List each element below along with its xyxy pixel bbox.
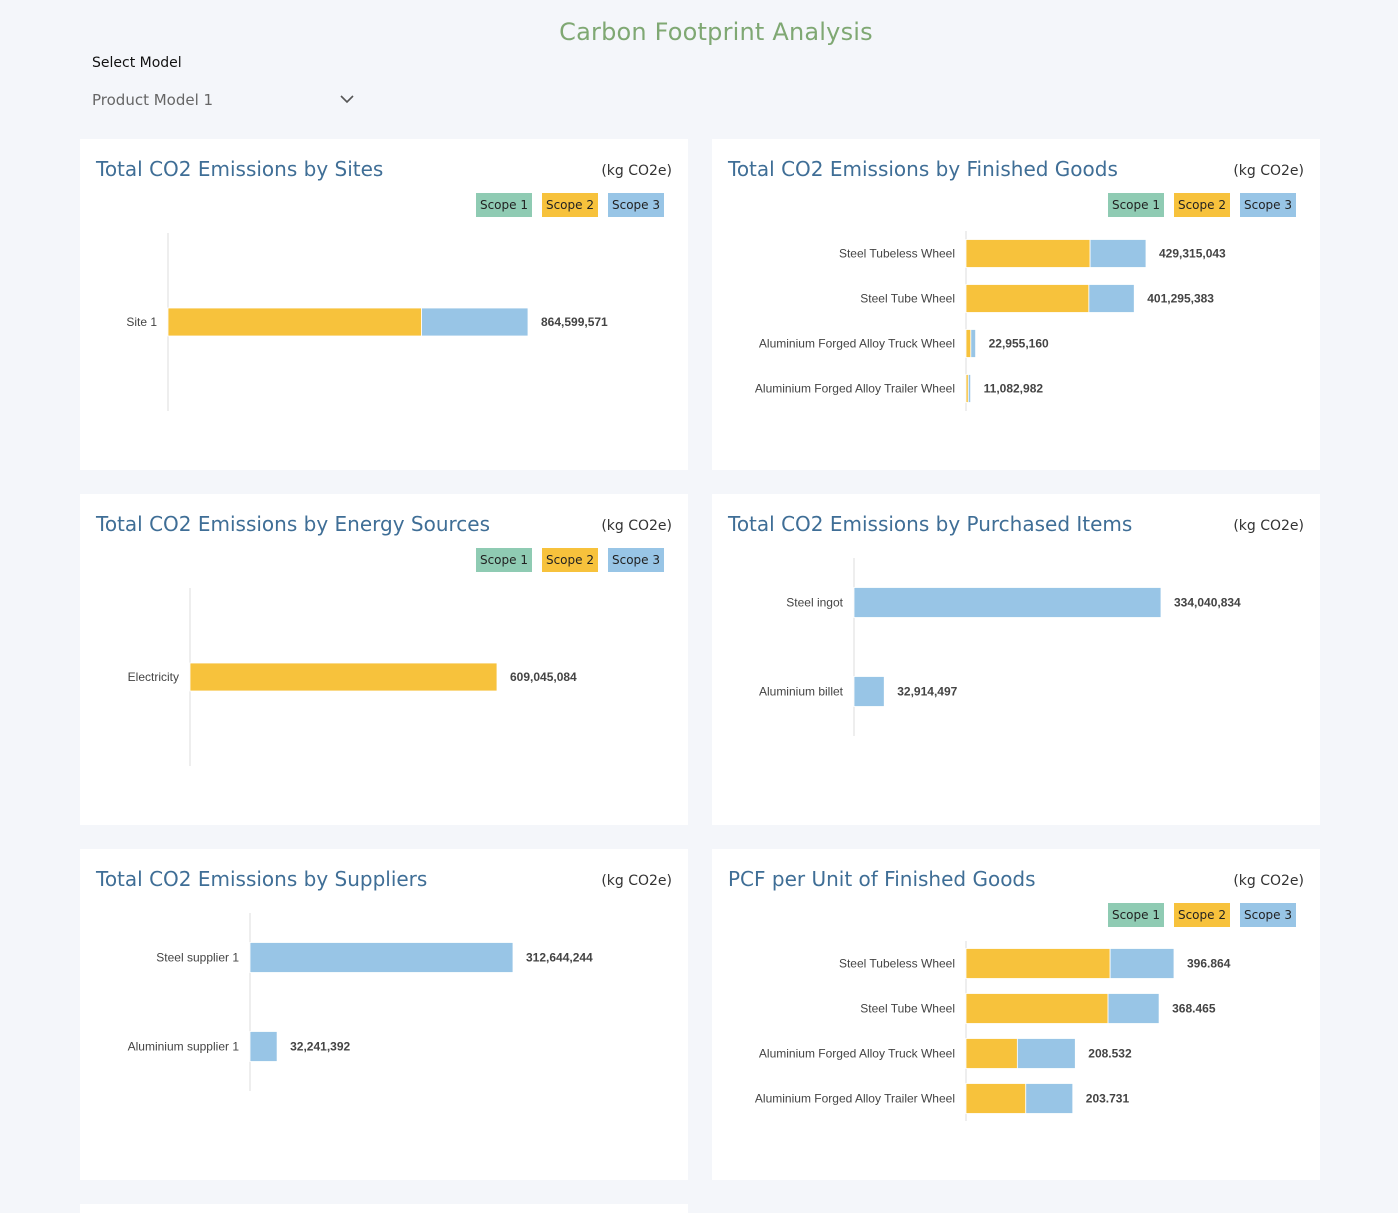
chart-card-pcf-per-unit: PCF per Unit of Finished Goods (kg CO2e)…: [712, 849, 1320, 1180]
chart-legend: Scope 1 Scope 2 Scope 3: [475, 548, 664, 572]
bar-segment-scope-3[interactable]: [853, 587, 1162, 618]
bar-segment-scope-3[interactable]: [1109, 948, 1175, 979]
data-label: 396.864: [1187, 957, 1231, 971]
legend-scope-2[interactable]: Scope 2: [541, 548, 598, 572]
data-label: 32,914,497: [897, 685, 957, 699]
bar-segment-scope-3[interactable]: [249, 1031, 278, 1062]
bar-segment-scope-2[interactable]: [965, 284, 1090, 313]
chart-card-partial: [80, 1204, 688, 1213]
chart-title: PCF per Unit of Finished Goods: [728, 867, 1036, 891]
category-label: Steel supplier 1: [156, 951, 239, 965]
bar-segment-scope-3[interactable]: [970, 329, 977, 358]
data-label: 368.465: [1172, 1002, 1216, 1016]
chart-unit: (kg CO2e): [601, 518, 672, 534]
bar-segment-scope-2[interactable]: [189, 662, 498, 692]
category-label: Aluminium Forged Alloy Trailer Wheel: [755, 382, 955, 396]
data-label: 401,295,383: [1147, 292, 1214, 306]
page-title: Carbon Footprint Analysis: [559, 18, 873, 46]
chart-unit: (kg CO2e): [1233, 518, 1304, 534]
chart-unit: (kg CO2e): [1233, 873, 1304, 889]
category-label: Steel Tubeless Wheel: [839, 247, 955, 261]
chart-legend: Scope 1 Scope 2 Scope 3: [1107, 903, 1296, 927]
select-model-label: Select Model: [92, 55, 182, 71]
data-label: 32,241,392: [290, 1040, 350, 1054]
chart-card-purchased-items: Total CO2 Emissions by Purchased Items (…: [712, 494, 1320, 825]
model-select-value: Product Model 1: [92, 91, 214, 109]
legend-scope-2[interactable]: Scope 2: [1173, 193, 1230, 217]
bar-segment-scope-2[interactable]: [965, 329, 972, 358]
category-label: Electricity: [128, 670, 179, 684]
category-label: Steel Tube Wheel: [860, 1002, 955, 1016]
chart-card-sites: Total CO2 Emissions by Sites (kg CO2e) S…: [80, 139, 688, 470]
data-label: 312,644,244: [526, 951, 593, 965]
data-label: 11,082,982: [984, 382, 1044, 396]
bar-segment-scope-3[interactable]: [1016, 1038, 1076, 1069]
legend-scope-2[interactable]: Scope 2: [541, 193, 598, 217]
chart-title: Total CO2 Emissions by Energy Sources: [96, 512, 490, 536]
bar-chart-energy-sources: Electricity 609,045,084: [128, 588, 577, 766]
data-label: 864,599,571: [541, 315, 608, 329]
bar-segment-scope-2[interactable]: [965, 948, 1111, 979]
bar-segment-scope-3[interactable]: [421, 307, 529, 337]
chart-title: Total CO2 Emissions by Purchased Items: [728, 512, 1133, 536]
bar-segment-scope-2[interactable]: [965, 993, 1109, 1024]
chart-title: Total CO2 Emissions by Finished Goods: [728, 157, 1118, 181]
chart-unit: (kg CO2e): [601, 873, 672, 889]
category-label: Aluminium Forged Alloy Trailer Wheel: [755, 1092, 955, 1106]
chart-card-finished-goods: Total CO2 Emissions by Finished Goods (k…: [712, 139, 1320, 470]
bar-segment-scope-3[interactable]: [1107, 993, 1160, 1024]
chart-unit: (kg CO2e): [1233, 163, 1304, 179]
bar-segment-scope-2[interactable]: [167, 307, 422, 337]
data-label: 609,045,084: [510, 670, 577, 684]
data-label: 208.532: [1088, 1047, 1132, 1061]
chart-unit: (kg CO2e): [601, 163, 672, 179]
chevron-down-icon: [340, 95, 354, 104]
bar-segment-scope-2[interactable]: [965, 1038, 1018, 1069]
bar-segment-scope-3[interactable]: [249, 942, 514, 973]
legend-scope-3[interactable]: Scope 3: [1239, 903, 1296, 927]
legend-scope-3[interactable]: Scope 3: [1239, 193, 1296, 217]
category-label: Steel Tube Wheel: [860, 292, 955, 306]
data-label: 203.731: [1086, 1092, 1130, 1106]
category-label: Aluminium Forged Alloy Truck Wheel: [759, 1047, 955, 1061]
legend-scope-1[interactable]: Scope 1: [475, 193, 532, 217]
category-label: Site 1: [126, 315, 157, 329]
bar-chart-sites: Site 1 864,599,571: [126, 233, 608, 411]
bar-segment-scope-2[interactable]: [965, 1083, 1027, 1114]
bar-chart-pcf-per-unit: Steel Tubeless Wheel 396.864 Steel Tube Wh…: [755, 941, 1231, 1121]
bar-segment-scope-2[interactable]: [965, 239, 1091, 268]
model-select-dropdown[interactable]: Product Model 1: [92, 86, 358, 114]
data-label: 429,315,043: [1159, 247, 1226, 261]
chart-card-energy-sources: Total CO2 Emissions by Energy Sources (k…: [80, 494, 688, 825]
category-label: Steel Tubeless Wheel: [839, 957, 955, 971]
legend-scope-3[interactable]: Scope 3: [607, 193, 664, 217]
legend-scope-2[interactable]: Scope 2: [1173, 903, 1230, 927]
category-label: Aluminium billet: [759, 685, 844, 699]
legend-scope-1[interactable]: Scope 1: [1107, 903, 1164, 927]
legend-scope-1[interactable]: Scope 1: [1107, 193, 1164, 217]
chart-legend: Scope 1 Scope 2 Scope 3: [1107, 193, 1296, 217]
data-label: 334,040,834: [1174, 596, 1241, 610]
category-label: Aluminium Forged Alloy Truck Wheel: [759, 337, 955, 351]
bar-segment-scope-3[interactable]: [853, 676, 885, 707]
chart-legend: Scope 1 Scope 2 Scope 3: [475, 193, 664, 217]
chart-title: Total CO2 Emissions by Suppliers: [96, 867, 428, 891]
bar-segment-scope-3[interactable]: [1025, 1083, 1074, 1114]
bar-segment-scope-3[interactable]: [967, 374, 972, 403]
legend-scope-3[interactable]: Scope 3: [607, 548, 664, 572]
data-label: 22,955,160: [989, 337, 1049, 351]
chart-card-suppliers: Total CO2 Emissions by Suppliers (kg CO2…: [80, 849, 688, 1180]
bar-segment-scope-3[interactable]: [1089, 239, 1147, 268]
category-label: Aluminium supplier 1: [128, 1040, 240, 1054]
bar-chart-suppliers: Steel supplier 1 312,644,244 Aluminium sup…: [128, 913, 593, 1091]
bar-segment-scope-3[interactable]: [1088, 284, 1135, 313]
bar-chart-finished-goods: Steel Tubeless Wheel 429,315,043 Steel Tub…: [755, 231, 1226, 411]
category-label: Steel ingot: [786, 596, 843, 610]
legend-scope-1[interactable]: Scope 1: [475, 548, 532, 572]
chart-title: Total CO2 Emissions by Sites: [96, 157, 384, 181]
bar-chart-purchased-items: Steel ingot 334,040,834 Aluminium billet 32…: [759, 558, 1241, 736]
